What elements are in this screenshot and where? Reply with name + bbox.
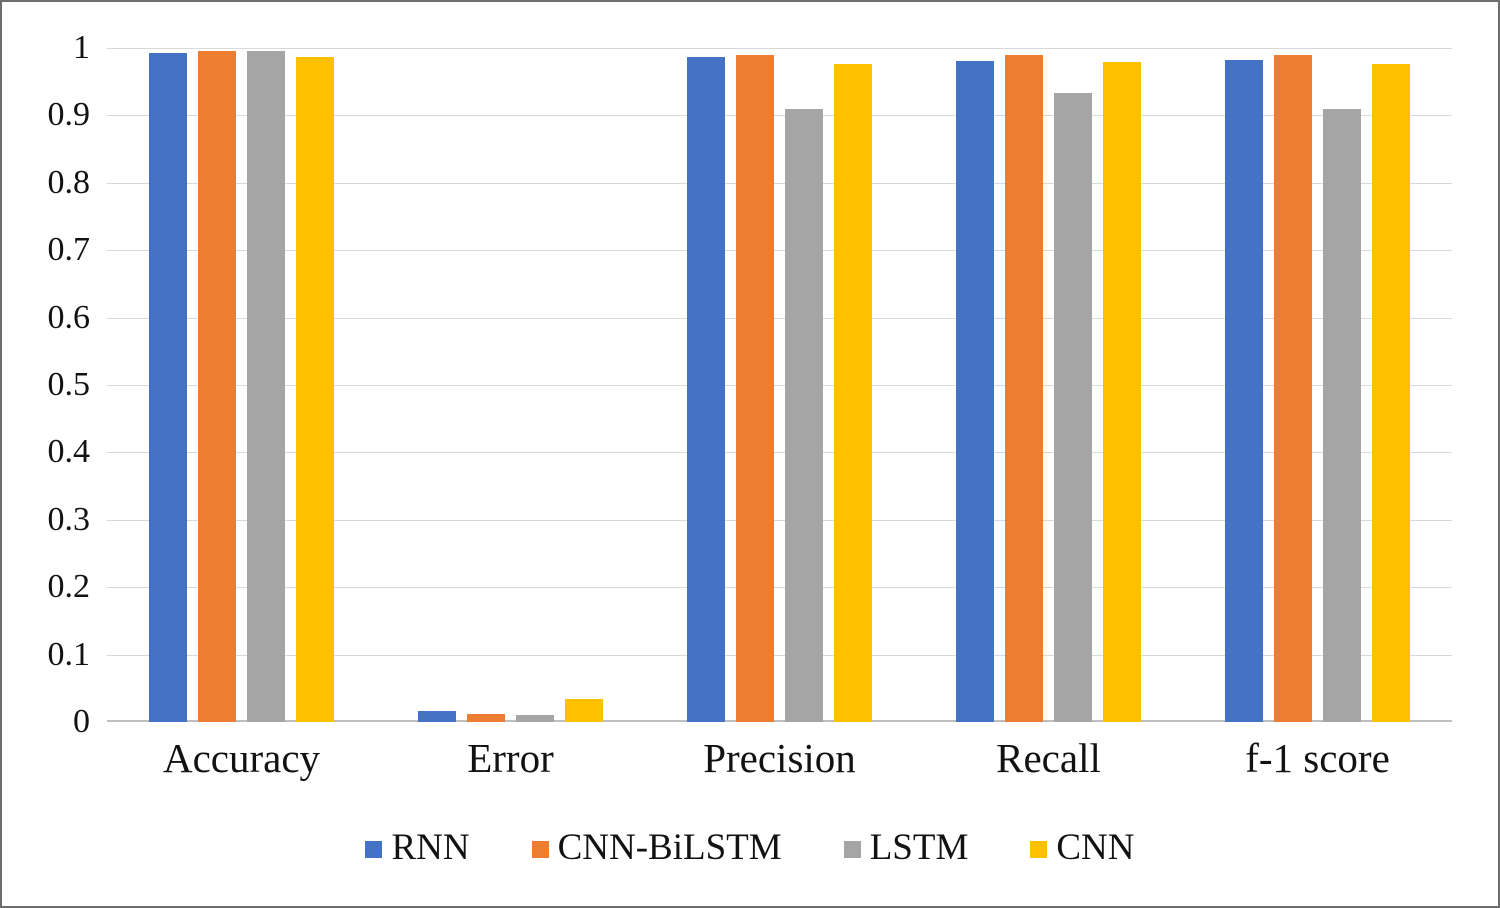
legend-item-CNN-BiLSTM: CNN-BiLSTM [531,826,782,869]
bar-LSTM-Accuracy [247,50,285,722]
y-tick-label: 0.7 [47,231,91,269]
legend-swatch-icon [1030,841,1048,858]
gridline [107,519,1452,521]
bar-CNN-f-1 score [1372,63,1410,722]
legend-swatch-icon [843,841,861,858]
gridline [107,587,1452,589]
gridline [107,385,1452,386]
y-tick-label: 0.9 [47,96,91,134]
x-axis-line [107,720,1452,722]
gridline [107,452,1452,454]
y-tick-label: 0.3 [47,500,91,538]
y-tick-label: 0.1 [47,635,91,673]
bar-CNN-Recall [1103,62,1141,722]
y-tick-label: 1 [73,29,90,66]
legend-item-LSTM: LSTM [843,826,969,869]
legend-item-RNN: RNN [365,826,470,869]
legend-label: LSTM [869,827,969,868]
x-category-label: Precision [703,735,856,781]
legend-label: CNN [1056,827,1135,868]
bar-RNN-Recall [956,61,994,722]
gridline [107,48,1452,49]
y-tick-label: 0.8 [47,163,91,201]
bar-LSTM-Precision [785,108,823,722]
gridline [107,250,1452,252]
legend-item-CNN: CNN [1030,826,1135,869]
legend-label: CNN-BiLSTM [557,827,782,868]
x-category-label: f-1 score [1245,735,1390,781]
y-tick-label: 0.6 [47,298,91,336]
bar-LSTM-f-1 score [1323,109,1361,722]
bar-LSTM-Error [516,715,554,722]
legend-label: RNN [391,827,470,868]
bar-RNN-Error [418,711,456,722]
bar-CNN-BiLSTM-Precision [736,55,774,722]
bar-CNN-Accuracy [296,56,334,722]
x-category-label: Recall [996,735,1101,781]
bar-CNN-BiLSTM-Accuracy [198,51,236,722]
y-tick-label: 0.4 [47,433,91,471]
x-category-label: Accuracy [162,735,321,781]
bar-RNN-Accuracy [149,53,187,722]
bar-CNN-BiLSTM-Error [467,713,505,722]
y-tick-label: 0.5 [47,366,91,403]
bar-CNN-BiLSTM-Recall [1005,54,1043,722]
legend: RNN CNN-BiLSTM LSTM CNN [2,826,1498,869]
gridline [107,317,1452,319]
bar-RNN-f-1 score [1225,60,1263,722]
bar-RNN-Precision [687,57,725,722]
bar-LSTM-Recall [1054,93,1092,722]
bar-CNN-Precision [834,64,872,722]
gridline [107,182,1452,184]
gridline [107,115,1452,117]
plot-area [107,48,1452,722]
legend-swatch-icon [365,841,383,858]
gridline [107,654,1452,656]
y-tick-label: 0.2 [47,568,91,606]
legend-swatch-icon [531,841,549,858]
y-tick-label: 0 [73,703,90,740]
x-category-label: Error [467,735,554,781]
bar-CNN-Error [565,699,603,722]
bar-CNN-BiLSTM-f-1 score [1274,54,1312,722]
